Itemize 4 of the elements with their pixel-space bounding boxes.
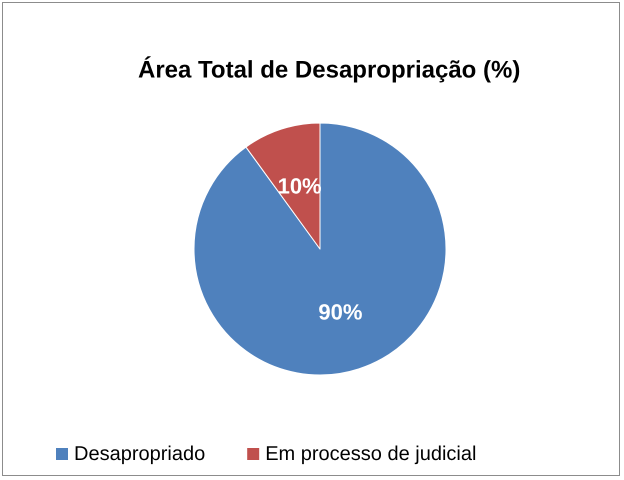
data-label: 90%	[318, 299, 362, 324]
chart-title: Área Total de Desapropriação (%)	[138, 56, 520, 84]
legend-label: Desapropriado	[74, 443, 206, 465]
legend-label: Em processo de judicial	[265, 443, 476, 465]
